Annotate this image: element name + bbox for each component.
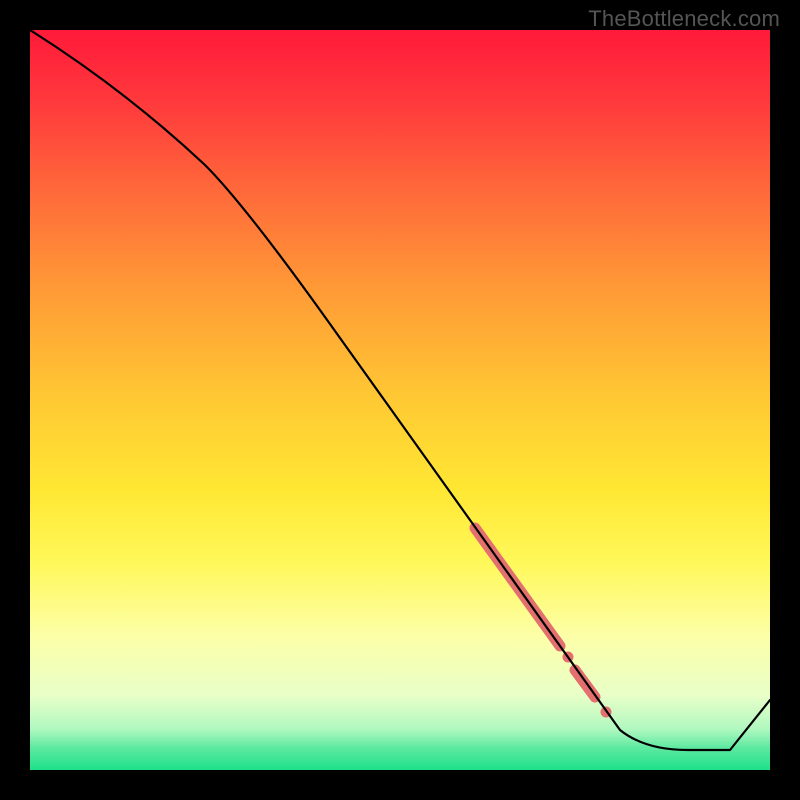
highlight-segment bbox=[575, 670, 595, 697]
chart-plot-area bbox=[30, 30, 770, 770]
watermark-text: TheBottleneck.com bbox=[588, 6, 780, 32]
chart-curve bbox=[30, 30, 770, 750]
chart-overlay bbox=[30, 30, 770, 770]
